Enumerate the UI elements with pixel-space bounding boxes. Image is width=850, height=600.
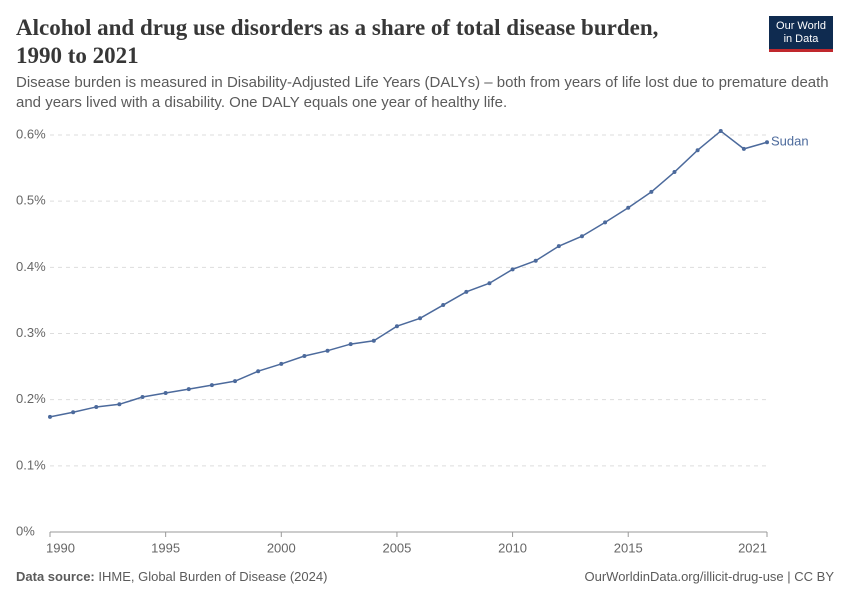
data-point <box>140 395 145 400</box>
x-tick-label: 2021 <box>738 540 767 555</box>
y-tick-label: 0.2% <box>16 391 46 406</box>
data-point <box>533 258 538 263</box>
x-tick-label: 2005 <box>382 540 411 555</box>
data-point <box>209 383 214 388</box>
data-point <box>117 402 122 407</box>
data-point <box>71 410 76 415</box>
data-point <box>626 205 631 210</box>
source-label: Data source: <box>16 569 95 584</box>
y-tick-label: 0.3% <box>16 325 46 340</box>
y-tick-label: 0.5% <box>16 193 46 208</box>
x-tick-label: 1995 <box>151 540 180 555</box>
data-point <box>487 281 492 286</box>
data-point <box>233 379 238 384</box>
logo-line: Our World <box>776 20 826 32</box>
data-point <box>279 361 284 366</box>
source-text: IHME, Global Burden of Disease (2024) <box>98 569 328 584</box>
data-point <box>325 348 330 353</box>
data-point <box>741 146 746 151</box>
data-point <box>48 414 52 419</box>
data-point <box>163 391 168 396</box>
data-point <box>556 244 561 249</box>
chart-title: Alcohol and drug use disorders as a shar… <box>16 15 659 68</box>
x-tick-label: 2015 <box>614 540 643 555</box>
data-point <box>718 129 723 134</box>
logo[interactable]: Our World in Data <box>769 16 833 52</box>
y-tick-label: 0.1% <box>16 457 46 472</box>
data-point <box>302 353 307 358</box>
data-point <box>348 342 353 347</box>
y-tick-label: 0.6% <box>16 126 46 141</box>
data-point <box>418 316 423 321</box>
data-point <box>510 267 515 272</box>
x-tick-label: 1990 <box>46 540 75 555</box>
data-point <box>765 140 769 145</box>
x-tick-label: 2010 <box>498 540 527 555</box>
data-point <box>695 148 700 153</box>
data-point <box>649 189 654 194</box>
data-point <box>186 387 191 392</box>
data-point <box>94 404 99 409</box>
data-point <box>441 303 446 308</box>
source: Data source: IHME, Global Burden of Dise… <box>16 569 327 584</box>
logo-line: in Data <box>783 33 819 45</box>
data-point <box>603 220 608 225</box>
footer-link[interactable]: OurWorldinData.org/illicit-drug-use | CC… <box>584 569 835 584</box>
data-point <box>371 338 376 343</box>
y-tick-label: 0.4% <box>16 259 46 274</box>
series-line <box>49 130 768 418</box>
data-point <box>672 170 677 175</box>
chart-subtitle: Disease burden is measured in Disability… <box>16 74 829 111</box>
x-tick-label: 2000 <box>267 540 296 555</box>
y-tick-label: 0% <box>16 523 35 538</box>
data-point <box>464 289 469 294</box>
series-label: Sudan <box>771 134 809 149</box>
data-point <box>394 324 399 329</box>
data-point <box>256 369 261 374</box>
data-point <box>579 234 584 239</box>
